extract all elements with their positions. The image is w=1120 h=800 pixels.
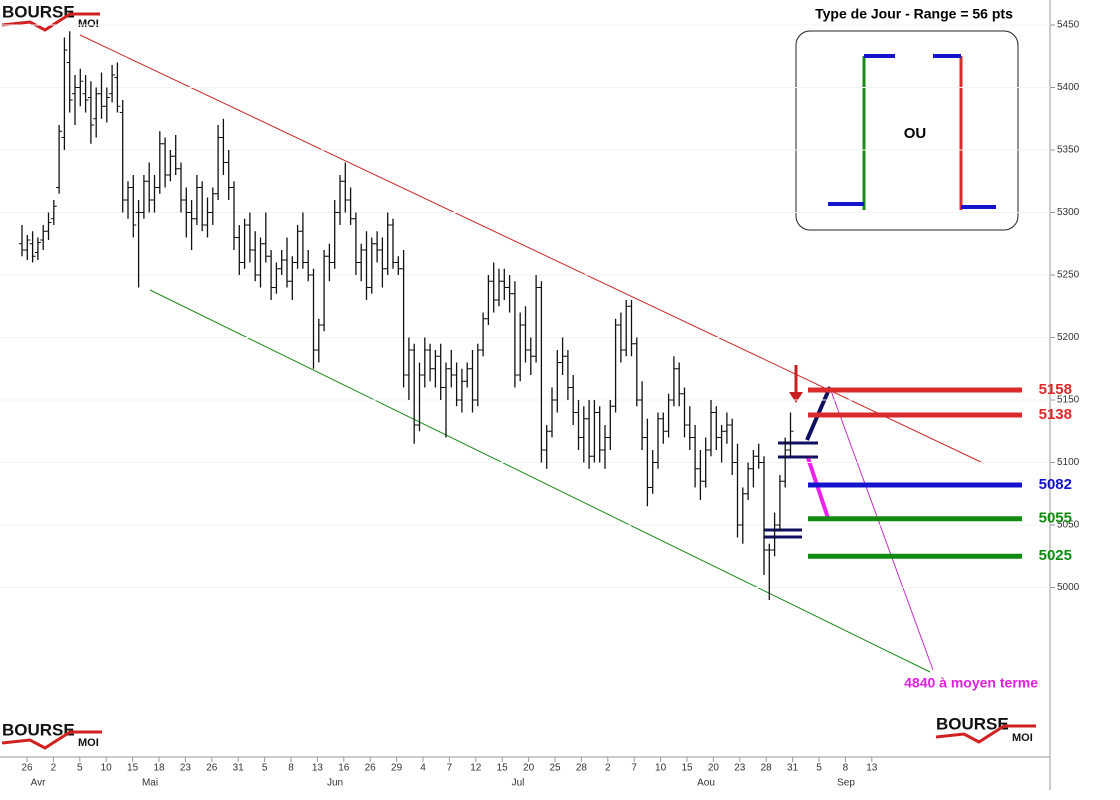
y-tick-label: 5250 (1057, 270, 1080, 281)
x-tick-label: 26 (21, 763, 33, 774)
y-tick-label: 5450 (1057, 20, 1080, 31)
x-tick-label: 26 (365, 763, 377, 774)
level-label: 5055 (1039, 510, 1072, 527)
y-tick-label: 5300 (1057, 207, 1080, 218)
y-tick-label: 5400 (1057, 82, 1080, 93)
x-tick-label: 12 (470, 763, 482, 774)
x-tick-label: 16 (338, 763, 350, 774)
x-tick-label: 31 (233, 763, 245, 774)
month-label: Sep (837, 778, 855, 789)
x-tick-label: 28 (761, 763, 773, 774)
x-tick-label: 8 (843, 763, 849, 774)
logo: BOURSE MOI (935, 714, 1036, 744)
target-line (829, 387, 934, 671)
arrow-head (789, 392, 803, 403)
inset-or: OU (904, 125, 927, 142)
level-label: 5082 (1039, 476, 1072, 493)
x-tick-label: 15 (497, 763, 509, 774)
logo-arrow (935, 724, 1036, 744)
month-label: Jul (512, 778, 525, 789)
x-tick-label: 7 (631, 763, 637, 774)
x-tick-label: 15 (681, 763, 693, 774)
month-label: Aou (697, 778, 715, 789)
x-tick-label: 10 (101, 763, 113, 774)
logo-arrow (1, 12, 100, 32)
x-tick-label: 26 (206, 763, 218, 774)
x-tick-label: 29 (391, 763, 403, 774)
month-label: Mai (142, 778, 158, 789)
x-tick-label: 7 (447, 763, 453, 774)
logo-arrow (1, 730, 102, 750)
x-tick-label: 5 (262, 763, 268, 774)
level-label: 5158 (1039, 381, 1072, 398)
x-tick-label: 18 (153, 763, 165, 774)
y-tick-label: 5200 (1057, 332, 1080, 343)
y-tick-label: 5350 (1057, 145, 1080, 156)
x-tick-label: 4 (420, 763, 426, 774)
month-label: Avr (31, 778, 46, 789)
annotation-stroke (806, 457, 830, 519)
x-tick-label: 15 (127, 763, 139, 774)
logo-sub: MOI (1012, 732, 1033, 744)
x-tick-label: 20 (708, 763, 720, 774)
x-tick-label: 13 (312, 763, 324, 774)
x-tick-label: 2 (605, 763, 611, 774)
channel-bottom (149, 289, 931, 673)
logo: BOURSE MOI (1, 2, 100, 32)
x-tick-label: 10 (655, 763, 667, 774)
x-tick-label: 31 (787, 763, 799, 774)
logo: BOURSE MOI (1, 720, 102, 750)
x-tick-label: 28 (576, 763, 588, 774)
x-tick-label: 5 (816, 763, 822, 774)
logo-sub: MOI (78, 18, 99, 30)
level-label: 5138 (1039, 406, 1072, 423)
y-tick-label: 5000 (1057, 582, 1080, 593)
logo-word: BOURSE (936, 714, 1009, 733)
x-tick-label: 20 (523, 763, 535, 774)
target-note: 4840 à moyen terme (904, 675, 1038, 691)
x-tick-label: 23 (734, 763, 746, 774)
x-tick-label: 25 (549, 763, 561, 774)
y-tick-label: 5050 (1057, 520, 1080, 531)
inset-title: Type de Jour - Range = 56 pts (815, 6, 1013, 22)
x-tick-label: 13 (866, 763, 878, 774)
y-tick-label: 5150 (1057, 395, 1080, 406)
x-tick-label: 5 (77, 763, 83, 774)
x-tick-label: 23 (180, 763, 192, 774)
logo-sub: MOI (78, 737, 99, 749)
x-tick-label: 2 (51, 763, 57, 774)
level-label: 5025 (1039, 547, 1072, 564)
x-tick-label: 8 (288, 763, 294, 774)
month-label: Jun (327, 778, 343, 789)
logo-word: BOURSE (2, 2, 75, 21)
logo-word: BOURSE (2, 720, 75, 739)
y-tick-label: 5100 (1057, 457, 1080, 468)
